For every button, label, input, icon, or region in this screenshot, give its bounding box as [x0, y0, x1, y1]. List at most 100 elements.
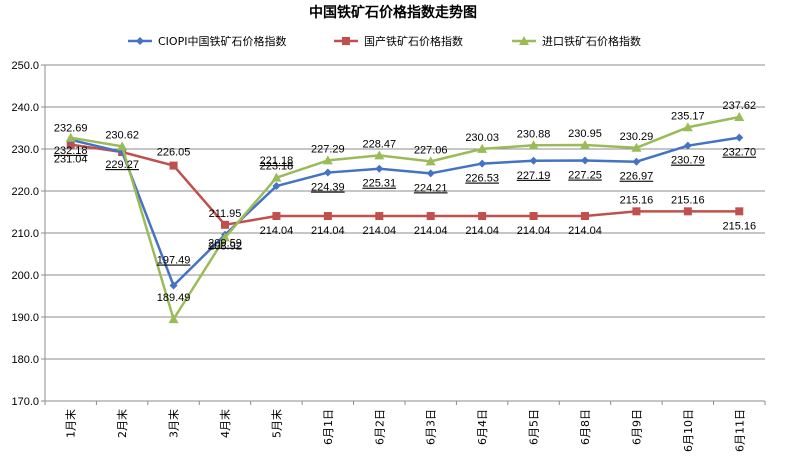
data-point-triangle [425, 156, 436, 166]
data-point-diamond [426, 169, 435, 178]
data-point-diamond [136, 37, 144, 45]
data-label: 227.29 [311, 143, 345, 155]
data-point-diamond [632, 157, 641, 166]
data-point-triangle [117, 141, 128, 151]
data-label: 232.70 [722, 147, 756, 159]
data-label: 197.49 [157, 255, 191, 267]
data-label: 215.16 [620, 194, 654, 206]
data-point-triangle [168, 314, 179, 324]
data-label: 232.18 [54, 145, 88, 157]
data-label: 214.04 [414, 225, 448, 237]
data-label: 230.95 [568, 128, 602, 140]
data-label: 189.49 [157, 292, 191, 304]
data-label: 214.04 [517, 225, 551, 237]
y-tick-label: 180.0 [11, 354, 39, 366]
data-label: 231.04 [54, 154, 88, 166]
data-point-square [272, 212, 281, 221]
series-line [70, 136, 740, 287]
y-tick-label: 190.0 [11, 312, 39, 324]
data-point-triangle [477, 143, 488, 153]
data-point-square [375, 212, 384, 221]
data-point-square [632, 207, 641, 216]
data-point-triangle [65, 132, 76, 142]
data-point-diamond [581, 156, 589, 165]
legend-label: CIOPI中国铁矿石价格指数 [158, 34, 286, 48]
data-label: 214.04 [311, 225, 345, 237]
data-point-square [221, 220, 229, 229]
data-label: 235.17 [671, 110, 705, 122]
data-label: 229.27 [105, 159, 139, 171]
data-point-triangle [631, 142, 642, 152]
x-tick-label: 6月5日 [528, 409, 541, 445]
data-label: 230.79 [671, 155, 705, 167]
data-label: 209.59 [208, 238, 242, 250]
axes: 170.0 180.0 190.0 200.0 210.0 220.0 230.0 240.0… [11, 60, 766, 452]
y-tick-label: 200.0 [11, 270, 39, 282]
data-point-square [683, 207, 692, 216]
data-label: 226.53 [465, 173, 499, 185]
data-label: 224.39 [311, 182, 345, 194]
y-tick-label: 240.0 [11, 102, 39, 114]
data-point-triangle [734, 111, 745, 121]
x-tick-label: 5月末 [269, 409, 283, 438]
y-tick-label: 170.0 [11, 396, 39, 408]
data-point-square [529, 212, 538, 221]
data-label: 208.92 [208, 241, 242, 253]
data-point-triangle [322, 155, 333, 165]
data-point-diamond [375, 164, 384, 173]
data-label: 230.03 [465, 132, 499, 144]
x-tick-label: 4月末 [218, 409, 232, 438]
x-tick-label: 3月末 [167, 409, 181, 438]
data-label: 228.47 [362, 138, 396, 150]
data-point-diamond [735, 133, 744, 142]
chart-legend: CIOPI中国铁矿石价格指数 国产铁矿石价格指数 进口铁矿石价格指数 [128, 34, 641, 48]
data-point-diamond [323, 168, 332, 177]
x-tick-label: 6月4日 [476, 409, 489, 445]
data-point-square [323, 212, 332, 221]
y-tick-label: 220.0 [11, 186, 39, 198]
data-point-triangle [220, 232, 230, 242]
data-point-triangle [528, 140, 539, 150]
data-point-square [66, 140, 75, 149]
data-point-triangle [519, 36, 529, 45]
data-label: 232.69 [54, 123, 88, 135]
legend-label: 国产铁矿石价格指数 [364, 34, 463, 48]
data-point-square [581, 212, 589, 221]
y-tick-label: 210.0 [11, 228, 39, 240]
y-tick-label: 250.0 [11, 60, 39, 72]
x-tick-label: 6月2日 [373, 409, 386, 445]
data-label: 215.16 [722, 220, 756, 232]
data-label: 230.62 [105, 129, 139, 141]
data-label: 227.19 [517, 170, 551, 182]
data-point-diamond [169, 281, 178, 290]
series-line [70, 115, 740, 321]
x-tick-label: 6月8日 [579, 409, 592, 445]
data-label: 214.04 [465, 225, 499, 237]
x-tick-label: 6月1日 [322, 409, 335, 445]
data-label: 227.06 [414, 144, 448, 156]
series-lines [65, 111, 745, 324]
data-point-square [342, 37, 350, 45]
y-tick-label: 230.0 [11, 144, 39, 156]
data-label: 226.97 [620, 171, 654, 183]
chart-title: 中国铁矿石价格指数走势图 [309, 4, 477, 21]
data-label: 223.18 [260, 161, 294, 173]
data-point-triangle [374, 150, 385, 160]
x-tick-label: 6月3日 [425, 409, 438, 445]
data-point-diamond [529, 156, 538, 165]
data-point-triangle [580, 140, 590, 150]
data-point-diamond [683, 141, 692, 150]
data-label: 224.21 [414, 182, 448, 194]
data-label: 225.31 [362, 178, 396, 190]
series-line [70, 143, 740, 227]
x-tick-label: 2月末 [115, 409, 129, 438]
data-point-square [735, 207, 744, 216]
data-point-square [426, 212, 435, 221]
data-point-square [169, 161, 178, 170]
legend-label: 进口铁矿石价格指数 [542, 34, 641, 48]
data-label: 214.04 [260, 225, 294, 237]
data-label: 227.25 [568, 170, 602, 182]
data-label: 221.18 [260, 155, 294, 167]
